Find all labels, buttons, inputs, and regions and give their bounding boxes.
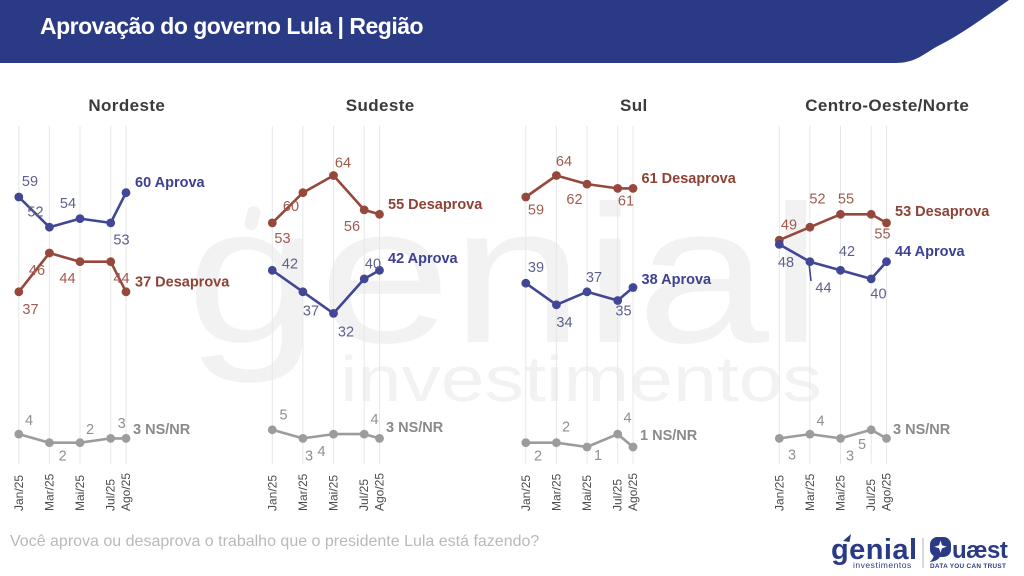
svg-text:Sul: Sul <box>620 96 648 115</box>
svg-text:Ago/25: Ago/25 <box>880 473 894 511</box>
svg-text:Nordeste: Nordeste <box>88 96 165 115</box>
svg-text:61 Desaprova: 61 Desaprova <box>642 171 737 187</box>
svg-text:49: 49 <box>781 218 797 234</box>
svg-text:64: 64 <box>335 156 351 172</box>
svg-text:44: 44 <box>59 271 75 287</box>
svg-text:3 NS/NR: 3 NS/NR <box>133 422 191 438</box>
svg-text:37: 37 <box>586 270 602 286</box>
svg-text:40: 40 <box>365 257 381 273</box>
svg-text:Mai/25: Mai/25 <box>580 475 594 511</box>
svg-text:investimentos: investimentos <box>853 560 912 570</box>
svg-text:Jan/25: Jan/25 <box>519 475 533 511</box>
svg-text:3: 3 <box>788 448 796 464</box>
svg-text:42: 42 <box>282 257 298 273</box>
svg-text:2: 2 <box>86 422 94 438</box>
svg-text:Mar/25: Mar/25 <box>549 473 563 511</box>
svg-text:32: 32 <box>338 325 354 341</box>
svg-text:42: 42 <box>839 244 855 260</box>
svg-text:3 NS/NR: 3 NS/NR <box>893 422 951 438</box>
svg-text:38 Aprova: 38 Aprova <box>642 272 713 288</box>
svg-text:investimentos: investimentos <box>340 344 822 415</box>
svg-text:uæst: uæst <box>952 537 1008 564</box>
svg-text:3: 3 <box>846 449 854 465</box>
svg-text:3: 3 <box>305 449 313 465</box>
svg-text:60 Aprova: 60 Aprova <box>135 175 206 191</box>
svg-text:DATA YOU CAN TRUST: DATA YOU CAN TRUST <box>930 563 1006 570</box>
svg-text:53 Desaprova: 53 Desaprova <box>895 204 990 220</box>
svg-text:44 Aprova: 44 Aprova <box>895 244 966 260</box>
svg-text:4: 4 <box>816 414 824 430</box>
svg-text:4: 4 <box>370 412 378 428</box>
svg-text:37 Desaprova: 37 Desaprova <box>135 275 230 291</box>
svg-text:53: 53 <box>113 233 129 249</box>
svg-text:59: 59 <box>22 174 38 190</box>
svg-text:Jan/25: Jan/25 <box>265 475 279 511</box>
svg-text:37: 37 <box>303 304 319 320</box>
svg-text:37: 37 <box>22 302 38 318</box>
svg-text:54: 54 <box>60 196 76 212</box>
svg-text:2: 2 <box>59 449 67 465</box>
svg-text:4: 4 <box>25 413 33 429</box>
svg-text:Mar/25: Mar/25 <box>42 473 56 511</box>
svg-text:Jan/25: Jan/25 <box>12 475 26 511</box>
svg-text:Ago/25: Ago/25 <box>373 473 387 511</box>
svg-text:3 NS/NR: 3 NS/NR <box>386 420 444 436</box>
svg-text:Jul/25: Jul/25 <box>864 479 878 511</box>
svg-text:Mai/25: Mai/25 <box>73 475 87 511</box>
svg-text:Ago/25: Ago/25 <box>626 473 640 511</box>
svg-text:48: 48 <box>778 255 794 271</box>
svg-text:Mai/25: Mai/25 <box>834 475 848 511</box>
svg-text:1: 1 <box>594 448 602 464</box>
svg-text:4: 4 <box>317 444 325 460</box>
svg-text:53: 53 <box>274 231 290 247</box>
svg-text:59: 59 <box>528 203 544 219</box>
svg-text:44: 44 <box>113 271 129 287</box>
svg-text:2: 2 <box>562 420 570 436</box>
svg-text:Mar/25: Mar/25 <box>803 473 817 511</box>
svg-text:1 NS/NR: 1 NS/NR <box>640 428 698 444</box>
svg-text:34: 34 <box>556 315 572 331</box>
svg-text:Centro-Oeste/Norte: Centro-Oeste/Norte <box>805 96 969 115</box>
svg-text:40: 40 <box>870 287 886 303</box>
svg-text:55: 55 <box>874 227 890 243</box>
svg-text:55: 55 <box>838 192 854 208</box>
svg-text:4: 4 <box>623 411 631 427</box>
svg-text:3: 3 <box>118 416 126 432</box>
svg-text:Você aprova ou desaprova o tra: Você aprova ou desaprova o trabalho que … <box>10 533 539 550</box>
svg-text:Jul/25: Jul/25 <box>611 479 625 511</box>
svg-text:56: 56 <box>344 219 360 235</box>
svg-text:60: 60 <box>283 199 299 215</box>
svg-text:5: 5 <box>858 437 866 453</box>
svg-text:genial: genial <box>186 165 822 384</box>
svg-text:52: 52 <box>27 205 43 221</box>
svg-text:61: 61 <box>618 194 634 210</box>
svg-text:39: 39 <box>528 260 544 276</box>
svg-text:55 Desaprova: 55 Desaprova <box>388 197 483 213</box>
svg-text:Mai/25: Mai/25 <box>327 475 341 511</box>
svg-text:Aprovação do governo Lula | Re: Aprovação do governo Lula | Região <box>40 13 424 39</box>
svg-text:35: 35 <box>615 304 631 320</box>
svg-text:Jul/25: Jul/25 <box>357 479 371 511</box>
svg-text:44: 44 <box>815 281 831 297</box>
svg-text:62: 62 <box>566 192 582 208</box>
svg-text:52: 52 <box>809 192 825 208</box>
svg-text:42 Aprova: 42 Aprova <box>388 251 459 267</box>
svg-text:Sudeste: Sudeste <box>346 96 415 115</box>
svg-text:Jan/25: Jan/25 <box>772 475 786 511</box>
svg-text:64: 64 <box>556 154 572 170</box>
svg-text:2: 2 <box>534 449 542 465</box>
svg-text:5: 5 <box>279 408 287 424</box>
svg-text:Ago/25: Ago/25 <box>119 473 133 511</box>
svg-text:Mar/25: Mar/25 <box>296 473 310 511</box>
svg-text:Jul/25: Jul/25 <box>104 479 118 511</box>
svg-text:46: 46 <box>29 263 45 279</box>
